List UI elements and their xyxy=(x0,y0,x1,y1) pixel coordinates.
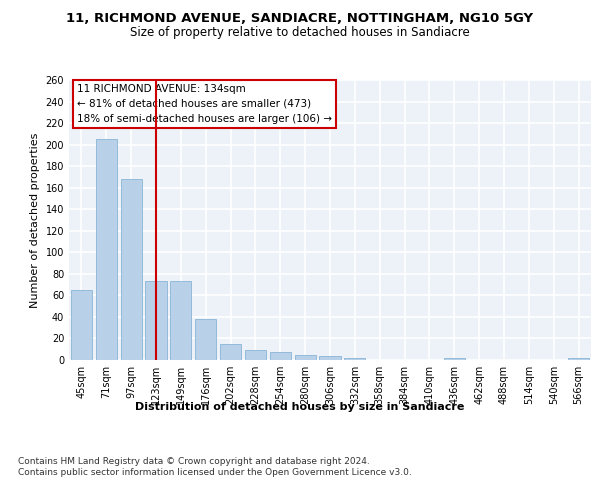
Bar xyxy=(220,344,241,360)
Bar xyxy=(295,354,316,360)
Text: Size of property relative to detached houses in Sandiacre: Size of property relative to detached ho… xyxy=(130,26,470,39)
Bar xyxy=(170,282,191,360)
Bar xyxy=(96,139,117,360)
Text: Contains HM Land Registry data © Crown copyright and database right 2024.
Contai: Contains HM Land Registry data © Crown c… xyxy=(18,458,412,477)
Bar xyxy=(145,282,167,360)
Bar xyxy=(195,319,216,360)
Bar xyxy=(245,350,266,360)
Bar xyxy=(121,179,142,360)
Y-axis label: Number of detached properties: Number of detached properties xyxy=(30,132,40,308)
Bar xyxy=(568,358,589,360)
Text: 11, RICHMOND AVENUE, SANDIACRE, NOTTINGHAM, NG10 5GY: 11, RICHMOND AVENUE, SANDIACRE, NOTTINGH… xyxy=(67,12,533,26)
Bar xyxy=(319,356,341,360)
Bar xyxy=(444,358,465,360)
Bar xyxy=(270,352,291,360)
Bar xyxy=(344,358,365,360)
Bar xyxy=(71,290,92,360)
Text: Distribution of detached houses by size in Sandiacre: Distribution of detached houses by size … xyxy=(136,402,464,412)
Text: 11 RICHMOND AVENUE: 134sqm
← 81% of detached houses are smaller (473)
18% of sem: 11 RICHMOND AVENUE: 134sqm ← 81% of deta… xyxy=(77,84,332,124)
